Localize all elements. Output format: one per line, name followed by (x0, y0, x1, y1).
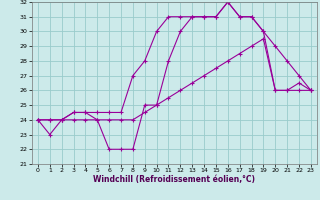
X-axis label: Windchill (Refroidissement éolien,°C): Windchill (Refroidissement éolien,°C) (93, 175, 255, 184)
